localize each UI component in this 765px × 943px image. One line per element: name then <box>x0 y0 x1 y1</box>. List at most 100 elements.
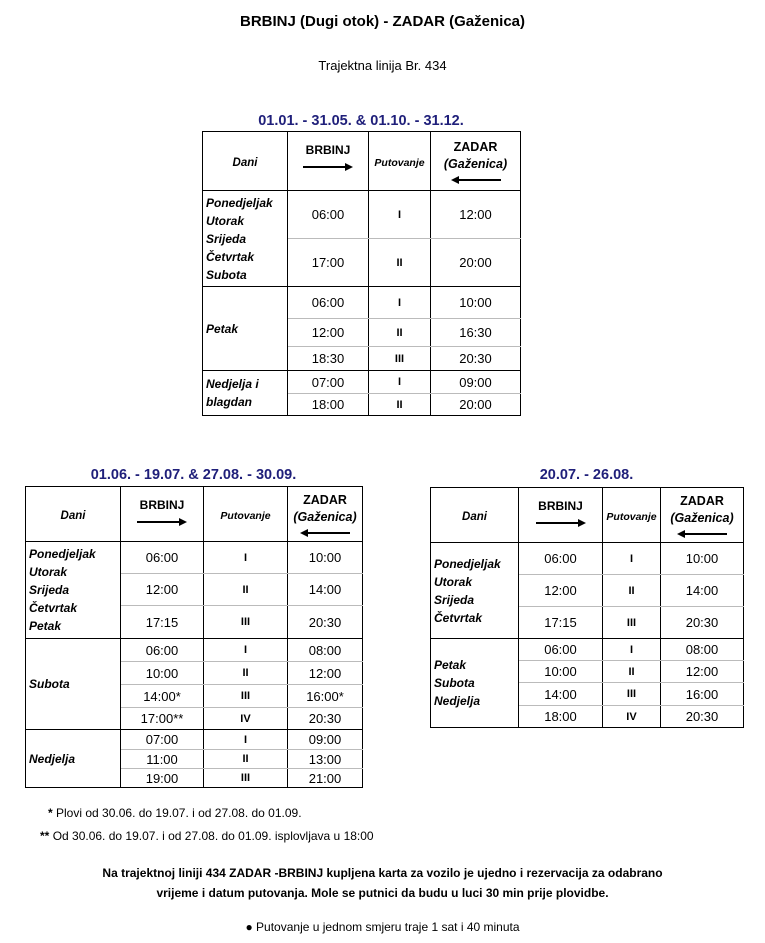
departure-brbinj: 07:00 <box>120 729 204 750</box>
arrow-left-icon <box>450 175 501 184</box>
departure-brbinj: 17:15 <box>120 605 204 639</box>
trip-number: IV <box>602 705 661 728</box>
timetable-3: Dani BRBINJ Putovanje ZADAR (Gaženica) Po… <box>430 487 744 728</box>
days-cell: Petak Subota Nedjelja <box>430 638 519 728</box>
trip-number: I <box>203 541 288 574</box>
table-row: 11:00 II 13:00 <box>26 749 363 769</box>
days-cell: Ponedjeljak Utorak Srijeda Četvrtak Petak <box>25 541 121 639</box>
timetable-1: Dani BRBINJ Putovanje ZADAR (Gaženica) Po… <box>202 131 521 416</box>
header-from: BRBINJ <box>120 486 204 542</box>
departure-zadar: 20:30 <box>660 606 744 639</box>
departure-brbinj: 18:30 <box>287 346 369 371</box>
day-label: Utorak <box>434 574 473 589</box>
day-label: Subota <box>434 676 475 690</box>
trip-number: III <box>368 346 431 371</box>
departure-brbinj: 10:00 <box>518 660 603 683</box>
departure-zadar: 16:00* <box>287 684 363 708</box>
bullet-icon: ● <box>245 920 253 934</box>
table-row: Petak 06:00 I 10:00 <box>202 286 521 371</box>
departure-zadar: 09:00 <box>287 729 363 750</box>
table-row: 12:00 II 16:30 <box>203 318 521 347</box>
day-label: Srijeda <box>29 583 70 597</box>
header-row: Dani BRBINJ Putovanje ZADAR (Gaženica) <box>430 487 744 543</box>
trip-number: I <box>368 370 431 394</box>
departure-zadar: 12:00 <box>430 190 521 239</box>
day-label: Ponedjeljak <box>434 556 501 571</box>
day-label: Nedjelja i <box>206 377 259 391</box>
departure-brbinj: 17:15 <box>518 606 603 639</box>
departure-zadar: 20:30 <box>287 707 363 730</box>
trip-number: III <box>203 684 288 708</box>
arrow-right-icon <box>303 163 353 171</box>
arrow-left-icon <box>677 529 727 538</box>
departure-zadar: 14:00 <box>287 573 363 606</box>
trip-number: II <box>368 238 431 287</box>
day-label: Četvrtak <box>206 249 255 264</box>
departure-zadar: 20:30 <box>287 605 363 639</box>
departure-zadar: 20:30 <box>660 705 744 728</box>
trip-number: II <box>368 318 431 347</box>
day-label: Ponedjeljak <box>206 195 273 210</box>
departure-brbinj: 18:00 <box>518 705 603 728</box>
table-row: 12:00 II 14:00 <box>26 573 363 606</box>
day-label: Petak <box>434 658 467 672</box>
departure-zadar: 16:30 <box>430 318 521 347</box>
header-trip: Putovanje <box>368 131 431 191</box>
trip-number: II <box>368 393 431 416</box>
trip-number: IV <box>203 707 288 730</box>
day-label: Četvrtak <box>434 610 483 625</box>
header-trip: Putovanje <box>602 487 661 543</box>
departure-brbinj: 10:00 <box>120 661 204 685</box>
departure-brbinj: 14:00 <box>518 682 603 706</box>
departure-zadar: 16:00 <box>660 682 744 706</box>
header-from: BRBINJ <box>518 487 603 543</box>
info-line: vrijeme i datum putovanja. Mole se putni… <box>156 886 609 900</box>
departure-zadar: 21:00 <box>287 768 363 788</box>
departure-zadar: 13:00 <box>287 749 363 769</box>
day-label: Srijeda <box>206 231 247 246</box>
page-subtitle: Trajektna linija Br. 434 <box>318 58 447 73</box>
header-days: Dani <box>430 487 519 543</box>
departure-zadar: 10:00 <box>430 286 521 319</box>
header-to: ZADAR (Gaženica) <box>287 486 363 542</box>
info-line: Na trajektnoj liniji 434 ZADAR -BRBINJ k… <box>102 866 663 880</box>
table-row: Subota 06:00 I 08:00 <box>25 638 363 730</box>
header-to: ZADAR (Gaženica) <box>430 131 521 191</box>
days-cell: Subota <box>25 638 121 730</box>
departure-zadar: 12:00 <box>660 660 744 683</box>
trip-number: I <box>203 638 288 662</box>
departure-brbinj: 07:00 <box>287 370 369 394</box>
day-label: Nedjelja <box>29 751 76 766</box>
days-cell: Nedjelja <box>25 729 121 788</box>
table-row: Ponedjeljak Utorak Srijeda Četvrtak Subota 06… <box>202 190 521 287</box>
table-row: 18:00 IV 20:30 <box>431 705 744 728</box>
trip-number: III <box>203 605 288 639</box>
reservation-info: Na trajektnoj liniji 434 ZADAR -BRBINJ k… <box>0 863 765 903</box>
table-row: 17:15 III 20:30 <box>431 606 744 639</box>
days-cell: Ponedjeljak Utorak Srijeda Četvrtak <box>430 542 519 639</box>
period-title-2: 01.06. - 19.07. & 27.08. - 30.09. <box>90 467 297 483</box>
arrow-left-icon <box>300 528 350 537</box>
trip-number: I <box>368 286 431 319</box>
departure-brbinj: 19:00 <box>120 768 204 788</box>
trip-number: II <box>602 574 661 607</box>
departure-brbinj: 17:00** <box>120 707 204 730</box>
arrow-right-icon <box>535 519 586 527</box>
footnote-2: ** Od 30.06. do 19.07. i od 27.08. do 01… <box>40 829 374 843</box>
trip-number: I <box>368 190 431 239</box>
trip-number: I <box>602 638 661 661</box>
departure-brbinj: 06:00 <box>287 286 369 319</box>
table-row: 19:00 III 21:00 <box>26 768 363 788</box>
header-trip: Putovanje <box>203 486 288 542</box>
day-label: Petak <box>29 619 62 633</box>
period-title-1: 01.01. - 31.05. & 01.10. - 31.12. <box>258 113 464 129</box>
departure-brbinj: 06:00 <box>120 541 204 574</box>
trip-number: III <box>203 768 288 788</box>
day-label: Nedjelja <box>434 694 481 708</box>
day-label: Utorak <box>29 565 68 579</box>
trip-number: II <box>203 573 288 606</box>
table-row: Nedjelja 07:00 I 09:00 <box>25 729 363 788</box>
departure-zadar: 12:00 <box>287 661 363 685</box>
departure-zadar: 14:00 <box>660 574 744 607</box>
